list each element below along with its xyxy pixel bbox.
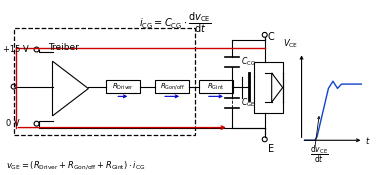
Text: $i_\mathrm{CG}=C_\mathrm{CG}\cdot\dfrac{\mathrm{d}v_\mathrm{CE}}{\mathrm{d}t}$: $i_\mathrm{CG}=C_\mathrm{CG}\cdot\dfrac{…	[139, 10, 211, 35]
Text: $v_\mathrm{GE}=(R_\mathrm{Driver}+R_\mathrm{Gon/off}+R_\mathrm{Gint})\cdot i_\ma: $v_\mathrm{GE}=(R_\mathrm{Driver}+R_\mat…	[6, 159, 145, 172]
Text: $R_\mathrm{Gint}$: $R_\mathrm{Gint}$	[208, 82, 224, 92]
Text: E: E	[268, 144, 274, 154]
Text: C: C	[268, 32, 274, 42]
Text: 0 V: 0 V	[6, 119, 19, 128]
Text: Treiber: Treiber	[49, 43, 79, 52]
Text: $C_\mathrm{GE}$: $C_\mathrm{GE}$	[241, 97, 255, 109]
Text: $V_\mathrm{CE}$: $V_\mathrm{CE}$	[284, 38, 299, 50]
Text: +15 V: +15 V	[3, 45, 29, 54]
Text: $t$: $t$	[365, 135, 371, 146]
Text: $R_\mathrm{Driver}$: $R_\mathrm{Driver}$	[112, 82, 134, 92]
Text: $R_\mathrm{Gon/off}$: $R_\mathrm{Gon/off}$	[159, 81, 185, 92]
Text: $C_\mathrm{CG}$: $C_\mathrm{CG}$	[241, 56, 256, 68]
Text: $\dfrac{\mathrm{d}v_\mathrm{CE}}{\mathrm{d}t}$: $\dfrac{\mathrm{d}v_\mathrm{CE}}{\mathrm…	[309, 143, 328, 165]
